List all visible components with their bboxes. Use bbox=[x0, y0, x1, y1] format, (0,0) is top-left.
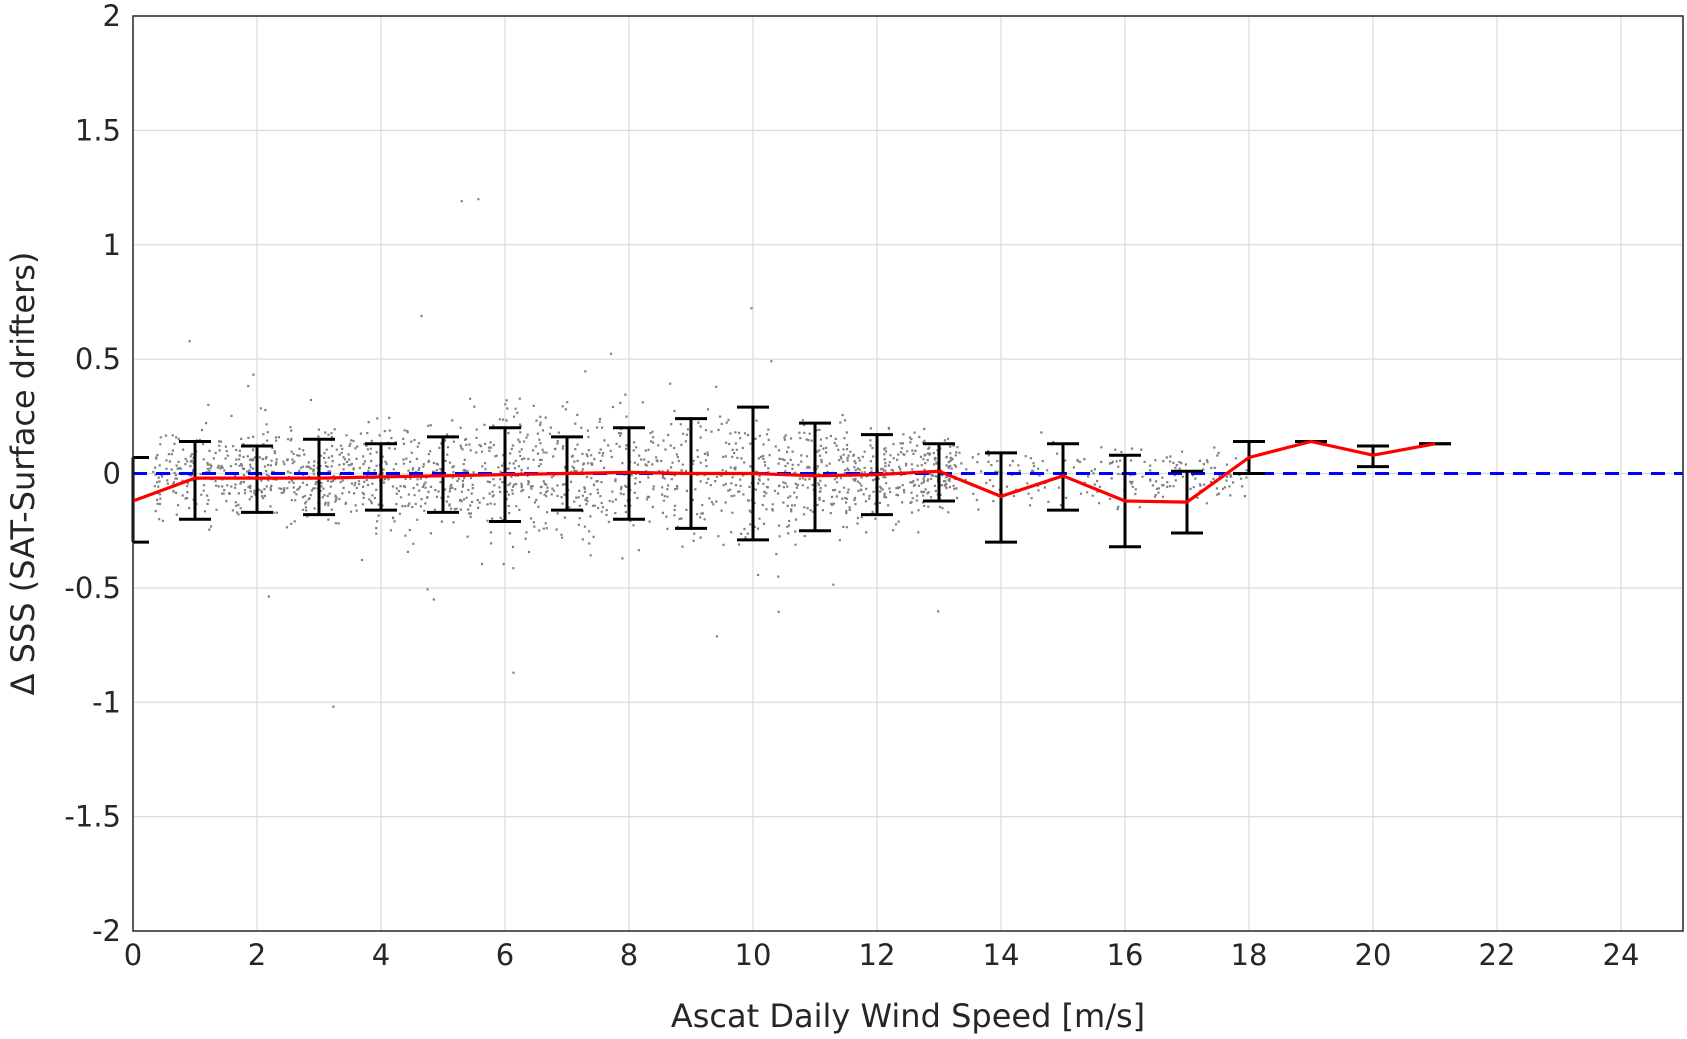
plot-frame bbox=[132, 15, 1684, 932]
x-tick-label: 6 bbox=[496, 938, 514, 972]
x-tick-label: 14 bbox=[983, 938, 1020, 972]
y-tick-label: -1 bbox=[92, 685, 121, 719]
y-tick-label: -0.5 bbox=[64, 571, 121, 605]
scatter-points bbox=[152, 198, 1248, 708]
y-tick-label: 0 bbox=[103, 457, 121, 491]
y-tick-label: 0.5 bbox=[75, 342, 121, 376]
y-tick-label: -1.5 bbox=[64, 800, 121, 834]
y-axis-label: Δ SSS (SAT-Surface drifters) bbox=[4, 252, 42, 696]
y-tick-label: -2 bbox=[92, 914, 121, 948]
x-tick-label: 4 bbox=[372, 938, 390, 972]
y-tick-labels: -2 -1.5 -1 -0.5 0 0.5 1 1.5 2 bbox=[64, 0, 121, 948]
mean-line-path bbox=[132, 439, 1436, 504]
x-tick-label: 18 bbox=[1231, 938, 1268, 972]
x-tick-labels: 0 2 4 6 8 10 12 14 16 18 20 22 24 bbox=[124, 938, 1640, 972]
x-tick-label: 2 bbox=[248, 938, 266, 972]
x-tick-label: 24 bbox=[1603, 938, 1640, 972]
y-tick-label: 1.5 bbox=[75, 113, 121, 147]
x-tick-label: 10 bbox=[735, 938, 772, 972]
error-bar bbox=[179, 439, 211, 521]
x-tick-label: 12 bbox=[859, 938, 896, 972]
y-tick-label: 1 bbox=[103, 228, 121, 262]
x-tick-label: 8 bbox=[620, 938, 638, 972]
x-tick-label: 0 bbox=[124, 938, 142, 972]
scatter-cloud bbox=[152, 198, 1248, 708]
x-tick-label: 16 bbox=[1107, 938, 1144, 972]
x-axis-label: Ascat Daily Wind Speed [m/s] bbox=[671, 997, 1145, 1035]
y-tick-label: 2 bbox=[103, 0, 121, 33]
x-tick-label: 22 bbox=[1479, 938, 1516, 972]
mean-line bbox=[132, 439, 1436, 504]
x-tick-label: 20 bbox=[1355, 938, 1392, 972]
